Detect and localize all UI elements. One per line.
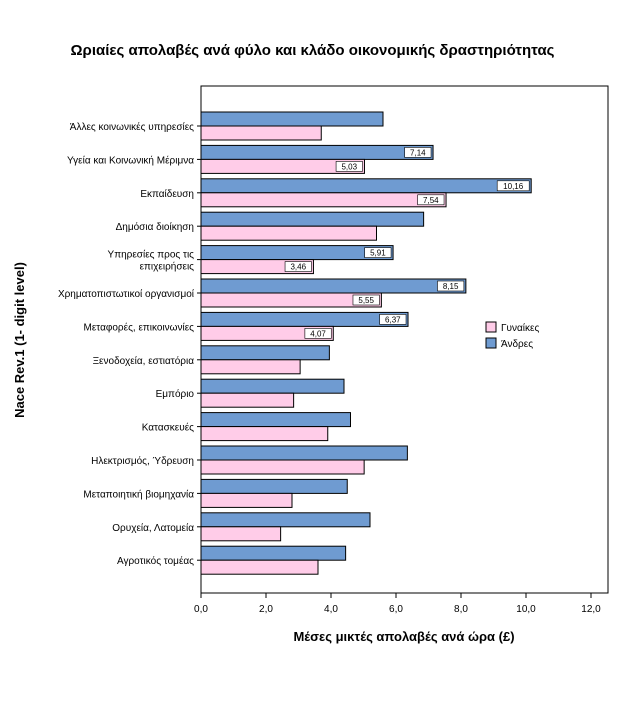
y-axis-title: Nace Rev.1 (1- digit level) (12, 262, 27, 418)
svg-text:7,14: 7,14 (410, 148, 426, 157)
bar-women (200, 125, 322, 141)
bar-men (200, 345, 330, 361)
category-label: Ηλεκτρισμός, Ύδρευση (91, 455, 194, 467)
svg-text:3,46: 3,46 (290, 263, 306, 272)
svg-text:7,54: 7,54 (423, 196, 439, 205)
data-label: 5,55 (352, 294, 380, 306)
category-labels: Άλλες κοινωνικές υπηρεσίες Υγεία και Κοιν… (58, 121, 201, 567)
bar-women (200, 192, 447, 208)
data-label: 4,07 (304, 328, 332, 339)
bar-men (200, 178, 532, 194)
bar-men (200, 245, 394, 261)
data-label: 8,15 (437, 280, 465, 292)
category-label: Κατασκευές (142, 422, 194, 434)
bar-women (200, 426, 329, 442)
bar-women (200, 492, 293, 508)
category-label: Υπηρεσίες προς τις επιχειρήσεις (108, 249, 195, 273)
category-label: Χρηματοπιστωτικοί οργανισμοί (58, 288, 195, 300)
bar-men (200, 378, 345, 394)
svg-text:6,37: 6,37 (385, 315, 401, 324)
bar-men (200, 478, 348, 494)
bars-group (200, 111, 532, 575)
legend: Γυναίκες Άνδρες (485, 321, 539, 350)
category-label: Μεταφορές, επικοινωνίες (84, 321, 195, 333)
x-tick-label: 8,0 (454, 604, 468, 615)
bar-men (200, 412, 351, 428)
bar-women (200, 292, 382, 308)
x-tick-label: 4,0 (324, 604, 338, 615)
svg-text:4,07: 4,07 (310, 329, 326, 338)
svg-text:10,16: 10,16 (503, 182, 524, 191)
bar-women (200, 459, 365, 475)
bar-women (200, 392, 295, 408)
legend-swatch (485, 337, 497, 349)
bar-men (200, 445, 408, 461)
bar-women (200, 359, 301, 375)
data-label: 5,91 (364, 247, 392, 258)
category-label: Άλλες κοινωνικές υπηρεσίες (70, 121, 194, 133)
x-tick-label: 2,0 (259, 604, 273, 615)
bar-men (200, 545, 347, 561)
category-label: Δημόσια διοίκηση (116, 221, 194, 233)
bar-women (200, 325, 334, 341)
bar-men (200, 311, 409, 327)
x-tick-label: 0,0 (194, 604, 208, 615)
data-label: 7,54 (417, 194, 445, 206)
data-label: 7,14 (404, 147, 432, 158)
data-label: 5,03 (335, 161, 363, 172)
category-label: Εκπαίδευση (140, 188, 194, 200)
svg-text:5,91: 5,91 (370, 249, 386, 258)
data-label: 10,16 (496, 180, 530, 192)
category-label: Υγεία και Κοινωνική Μέριμνα (67, 154, 194, 166)
legend-label: Άνδρες (501, 339, 533, 350)
data-label: 6,37 (379, 314, 407, 325)
bar-women (200, 526, 282, 542)
bar-men (200, 111, 384, 127)
x-axis-title: Μέσες μικτές απολαβές ανά ώρα (£) (293, 629, 514, 644)
svg-text:5,55: 5,55 (358, 296, 374, 305)
bar-women (200, 225, 377, 241)
legend-swatch (485, 321, 497, 333)
x-tick-label: 10,0 (516, 604, 536, 615)
category-label: Ξενοδοχεία, εστιατόρια (93, 355, 195, 367)
data-label: 3,46 (284, 261, 312, 272)
x-tick-label: 6,0 (389, 604, 403, 615)
category-label: Αγροτικός τομέας (117, 555, 194, 567)
category-label: Μεταποιητική βιομηχανία (83, 488, 194, 500)
data-labels: 7,14 5,03 10,16 7,54 5,91 3,46 8,15 5,55 6,37 4,0… (284, 147, 530, 339)
bar-women (200, 559, 319, 575)
bar-men (200, 211, 425, 227)
x-axis-ticks: 0,0 2,0 4,0 6,0 8,0 10,0 12,0 (194, 593, 601, 615)
category-label: Εμπόριο (156, 388, 195, 400)
svg-text:8,15: 8,15 (443, 282, 459, 291)
bar-men (200, 278, 467, 294)
x-tick-label: 12,0 (581, 604, 601, 615)
bar-men (200, 512, 371, 528)
category-label: Ορυχεία, Λατομεία (112, 522, 194, 534)
chart-title: Ωριαίες απολαβές ανά φύλο και κλάδο οικο… (70, 42, 555, 59)
bar-men (200, 144, 434, 160)
svg-text:5,03: 5,03 (341, 162, 357, 171)
legend-label: Γυναίκες (501, 322, 539, 334)
bar-women (200, 158, 365, 174)
